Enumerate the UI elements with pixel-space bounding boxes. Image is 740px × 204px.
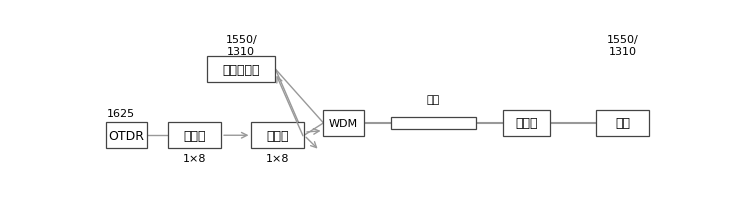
Text: 光功率監測: 光功率監測 <box>223 63 260 76</box>
Bar <box>207 57 275 83</box>
Bar <box>107 123 147 149</box>
Text: OTDR: OTDR <box>109 129 144 142</box>
Text: 1×8: 1×8 <box>183 153 206 163</box>
Text: 光源: 光源 <box>615 117 630 130</box>
Bar <box>169 123 221 149</box>
Bar <box>252 123 304 149</box>
Bar <box>323 110 364 136</box>
Text: 濾波器: 濾波器 <box>515 117 538 130</box>
Text: 1625: 1625 <box>107 108 135 118</box>
Text: 1×8: 1×8 <box>266 153 289 163</box>
Bar <box>503 110 550 136</box>
Text: 1550/
1310: 1550/ 1310 <box>226 35 258 57</box>
Text: 光纜: 光纜 <box>427 94 440 104</box>
Text: 光開關: 光開關 <box>184 129 206 142</box>
Text: 光開關: 光開關 <box>266 129 289 142</box>
Text: WDM: WDM <box>329 118 358 128</box>
Text: 1550/
1310: 1550/ 1310 <box>607 35 639 57</box>
Bar <box>391 117 476 130</box>
Bar <box>596 110 649 136</box>
